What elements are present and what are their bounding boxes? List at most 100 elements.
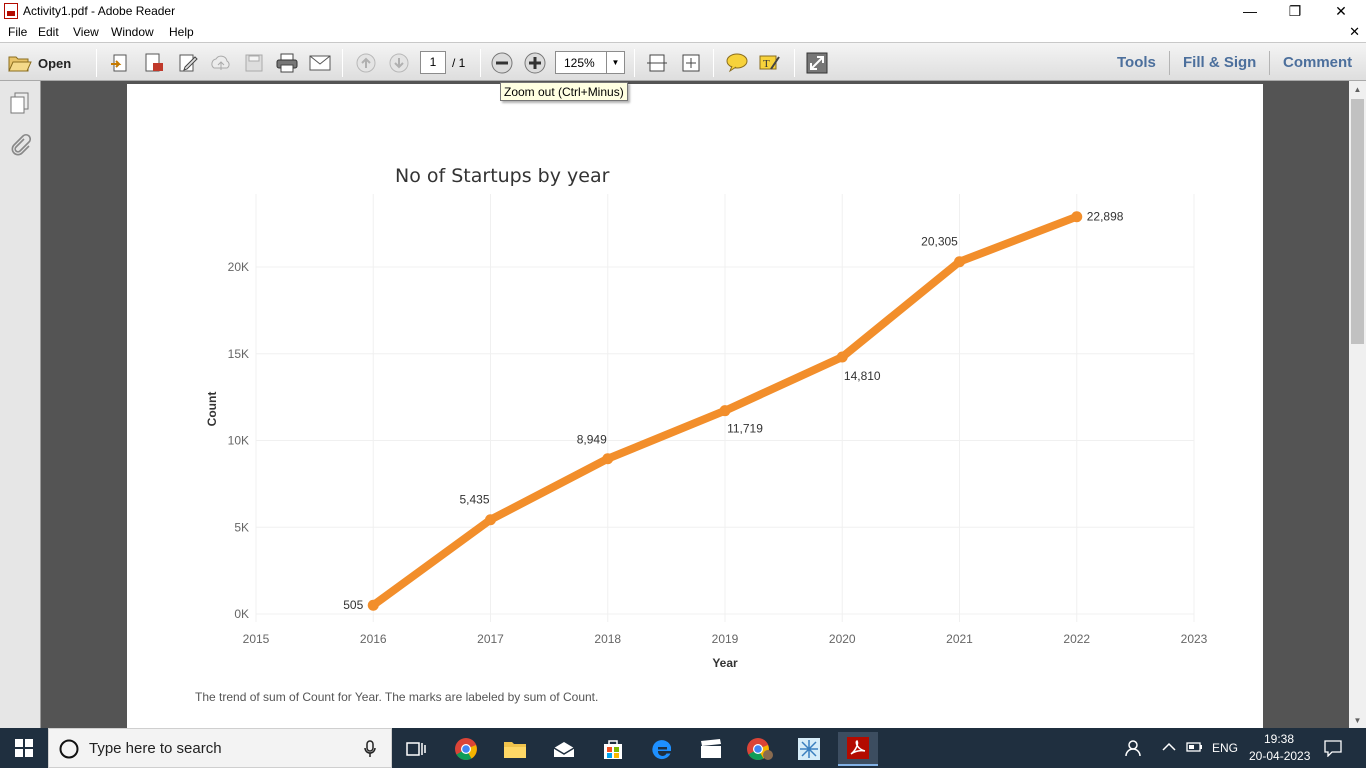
battery-button[interactable] <box>1186 741 1204 756</box>
fit-width-icon <box>647 54 667 72</box>
microphone-icon[interactable] <box>363 740 377 758</box>
data-point[interactable] <box>602 453 614 465</box>
chrome-taskbar-button[interactable] <box>446 732 486 766</box>
mail-icon <box>553 742 575 757</box>
folder-icon <box>504 742 526 758</box>
y-tick-label: 15K <box>228 347 249 361</box>
show-hidden-icons-button[interactable] <box>1162 741 1176 756</box>
data-point[interactable] <box>954 256 965 268</box>
read-mode-button[interactable] <box>804 50 830 76</box>
chart-title: No of Startups by year <box>395 165 610 187</box>
arrow-up-circle-icon <box>356 53 376 73</box>
edit-pdf-button[interactable] <box>175 50 201 76</box>
menu-window[interactable]: Window <box>111 25 154 39</box>
action-center-button[interactable] <box>1324 739 1342 760</box>
minus-circle-icon <box>491 52 513 74</box>
task-view-icon <box>406 742 426 756</box>
start-button[interactable] <box>0 728 48 768</box>
adobe-reader-taskbar-button[interactable] <box>838 732 878 766</box>
task-view-button[interactable] <box>396 732 436 766</box>
zoom-value: 125% <box>564 56 595 70</box>
video-editor-taskbar-button[interactable] <box>691 732 731 766</box>
clapperboard-icon <box>701 739 721 758</box>
print-button[interactable] <box>274 50 300 76</box>
chevron-down-icon[interactable]: ▼ <box>606 52 624 73</box>
data-label: 11,719 <box>727 422 763 436</box>
scrollbar-thumb[interactable] <box>1351 99 1364 344</box>
toolbar-separator <box>480 49 481 77</box>
close-document-button[interactable]: ✕ <box>1349 24 1360 39</box>
chevron-up-icon <box>1162 742 1176 751</box>
fill-sign-pane-link[interactable]: Fill & Sign <box>1183 54 1257 71</box>
page-number-input[interactable]: 1 <box>420 51 446 74</box>
mail-taskbar-button[interactable] <box>544 732 584 766</box>
menu-file[interactable]: File <box>8 25 28 39</box>
email-button[interactable] <box>307 50 333 76</box>
document-viewer[interactable]: No of Startups by year 2015 2016 2017 2018 2… <box>41 81 1349 728</box>
highlighter-icon: T <box>759 55 780 70</box>
toolbar-separator <box>794 49 795 77</box>
expand-icon <box>806 52 828 74</box>
scroll-up-icon[interactable]: ▲ <box>1353 84 1362 94</box>
people-button[interactable] <box>1125 739 1145 760</box>
zoom-out-button[interactable] <box>489 50 515 76</box>
create-pdf-button[interactable] <box>107 50 133 76</box>
save-icon <box>245 54 263 72</box>
comment-pane-link[interactable]: Comment <box>1283 54 1353 71</box>
adobe-reader-app-icon <box>4 3 18 19</box>
data-point[interactable] <box>367 599 379 611</box>
data-point[interactable] <box>836 351 848 363</box>
toolbar-separator <box>634 49 635 77</box>
next-page-button[interactable] <box>386 50 412 76</box>
open-button[interactable]: Open <box>8 50 71 76</box>
menu-help[interactable]: Help <box>169 25 194 39</box>
chrome-profile-taskbar-button[interactable] <box>740 732 780 766</box>
save-button[interactable] <box>241 50 267 76</box>
store-taskbar-button[interactable] <box>593 732 633 766</box>
vertical-scrollbar[interactable]: ▲ ▼ <box>1349 81 1366 728</box>
snipping-tool-taskbar-button[interactable] <box>789 732 829 766</box>
previous-page-button[interactable] <box>353 50 379 76</box>
edge-icon <box>652 740 671 760</box>
minimize-button[interactable]: — <box>1243 3 1257 19</box>
zoom-level-select[interactable]: 125% ▼ <box>555 51 625 74</box>
input-language-indicator[interactable]: ENG <box>1212 741 1239 755</box>
data-point[interactable] <box>485 514 496 526</box>
zoom-in-button[interactable] <box>522 50 548 76</box>
fit-width-button[interactable] <box>644 50 670 76</box>
edge-taskbar-button[interactable] <box>642 732 682 766</box>
plus-circle-icon <box>524 52 546 74</box>
search-placeholder: Type here to search <box>89 740 222 757</box>
toolbar-separator <box>342 49 343 77</box>
page-thumbnails-button[interactable] <box>9 91 31 118</box>
arrow-down-circle-icon <box>389 53 409 73</box>
taskbar-search-box[interactable]: Type here to search <box>48 728 392 768</box>
file-explorer-taskbar-button[interactable] <box>495 732 535 766</box>
tools-pane-link[interactable]: Tools <box>1117 54 1156 71</box>
upload-cloud-button[interactable] <box>208 50 234 76</box>
create-pdf-icon <box>111 54 127 72</box>
clock-time[interactable]: 19:38 <box>1264 732 1295 746</box>
x-tick-label: 2023 <box>1181 632 1208 646</box>
clock-date[interactable]: 20-04-2023 <box>1249 749 1311 763</box>
toolbar-separator <box>1169 51 1170 75</box>
attachments-button[interactable] <box>9 133 32 160</box>
data-label: 5,435 <box>459 493 489 507</box>
menu-view[interactable]: View <box>73 25 99 39</box>
envelope-icon <box>309 55 331 71</box>
close-window-button[interactable]: ✕ <box>1335 2 1347 19</box>
data-point[interactable] <box>1071 211 1083 223</box>
data-point[interactable] <box>719 405 731 417</box>
x-axis-title: Year <box>712 656 738 670</box>
highlight-text-button[interactable]: T <box>757 50 783 76</box>
printer-icon <box>276 53 298 73</box>
sticky-note-button[interactable] <box>724 50 750 76</box>
fit-page-button[interactable] <box>678 50 704 76</box>
scroll-down-icon[interactable]: ▼ <box>1353 715 1362 725</box>
x-tick-label: 2020 <box>829 632 856 646</box>
y-tick-label: 0K <box>234 607 249 621</box>
export-pdf-button[interactable] <box>141 50 167 76</box>
menu-edit[interactable]: Edit <box>38 25 59 39</box>
pdf-page: No of Startups by year 2015 2016 2017 2018 2… <box>127 84 1263 728</box>
maximize-button[interactable]: ❐ <box>1288 2 1302 19</box>
